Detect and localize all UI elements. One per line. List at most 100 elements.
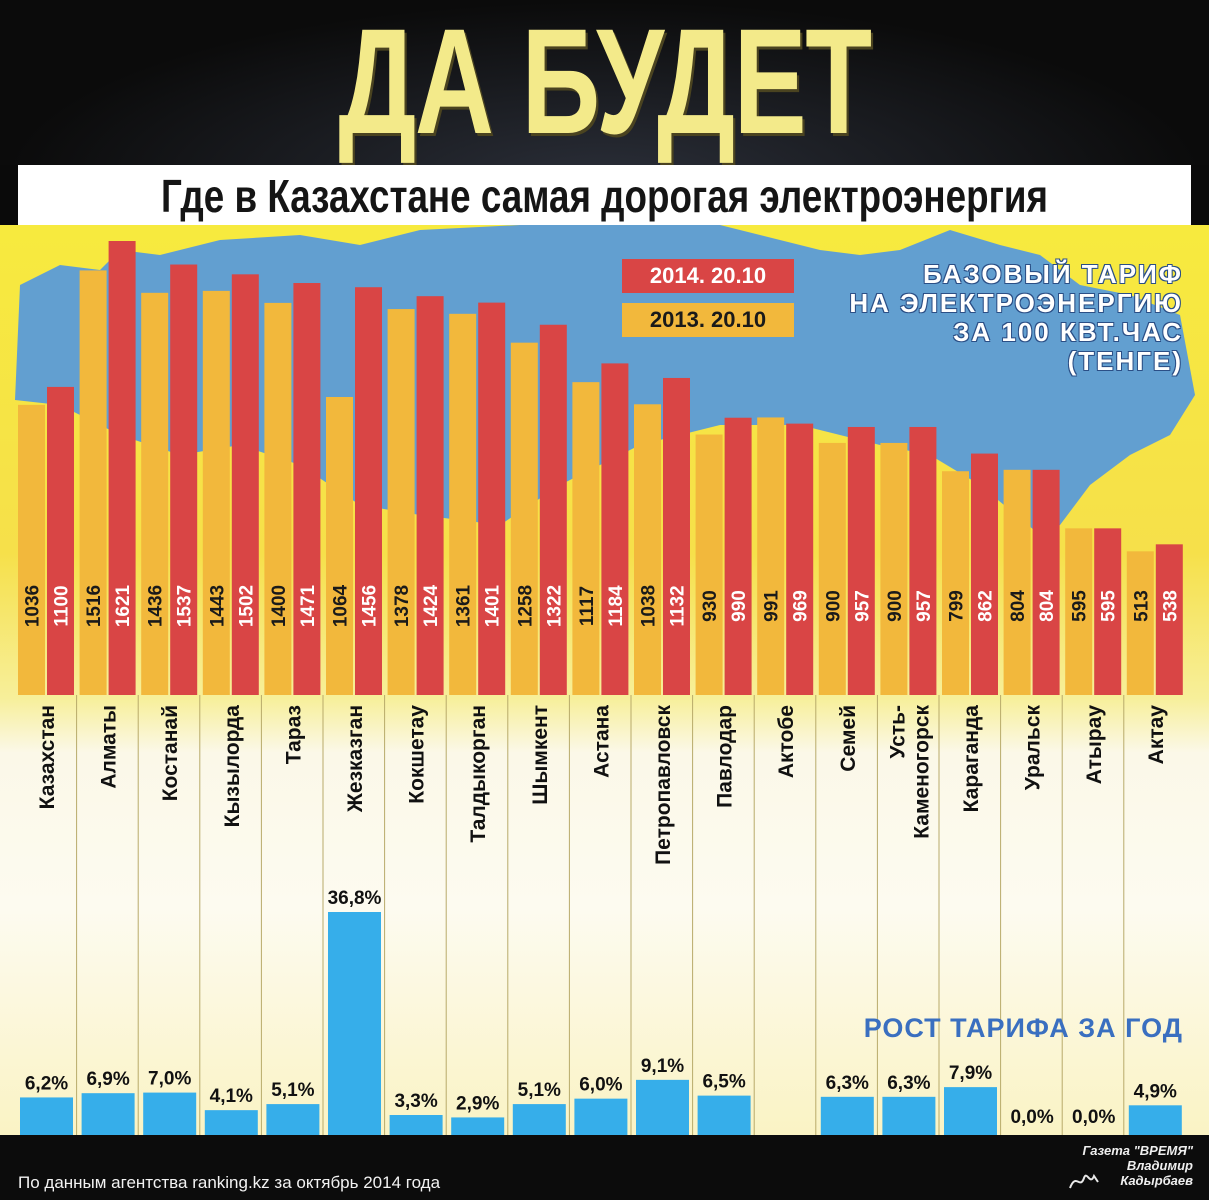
category-label: Казахстан <box>36 705 59 809</box>
value-label-2014: 804 <box>1037 590 1058 622</box>
value-label-2014: 1502 <box>236 585 257 627</box>
bar-2014 <box>971 453 998 695</box>
category-label: Павлодар <box>714 705 737 808</box>
bar-2013 <box>510 342 538 695</box>
growth-value-label: 6,9% <box>86 1069 129 1090</box>
chart-caption: БАЗОВЫЙ ТАРИФ НА ЭЛЕКТРОЭНЕРГИЮ ЗА 100 К… <box>783 260 1183 376</box>
value-label-2013: 1064 <box>331 584 352 627</box>
bar-2014 <box>108 241 136 695</box>
growth-value-label: 5,1% <box>271 1080 314 1101</box>
legend-item-2013: 2013. 20.10 <box>622 303 794 337</box>
growth-value-label: 6,3% <box>887 1073 930 1094</box>
category-label: Шымкент <box>529 705 552 805</box>
bar-2013 <box>695 434 723 695</box>
category-label: Атырау <box>1083 705 1106 785</box>
value-label-2014: 1424 <box>421 584 442 627</box>
growth-value-label: 2,9% <box>456 1093 499 1114</box>
value-label-2013: 1378 <box>392 585 413 627</box>
bar-2013 <box>1065 528 1093 695</box>
category-label: Усть- <box>886 705 909 759</box>
bar-2014 <box>170 264 198 695</box>
bar-2014 <box>293 283 321 695</box>
bar-2014 <box>355 287 382 695</box>
bar-2014 <box>416 296 444 695</box>
value-label-2014: 1621 <box>113 584 134 627</box>
growth-bar <box>944 1087 997 1135</box>
bar-2013 <box>326 397 353 695</box>
bar-2014 <box>231 274 259 695</box>
bar-2013 <box>634 404 661 695</box>
growth-value-label: 9,1% <box>641 1056 684 1077</box>
growth-value-label: 36,8% <box>328 888 382 909</box>
value-label-2013: 1361 <box>454 584 475 627</box>
value-label-2013: 513 <box>1131 590 1152 622</box>
value-label-2013: 900 <box>885 590 906 622</box>
growth-value-label: 7,0% <box>148 1069 191 1090</box>
bar-2013 <box>18 404 45 695</box>
category-label: Уральск <box>1022 705 1045 791</box>
caption-line: (ТЕНГЕ) <box>1067 346 1183 376</box>
value-label-2013: 799 <box>947 590 968 622</box>
bar-2013 <box>202 290 230 695</box>
growth-value-label: 0,0% <box>1072 1107 1115 1128</box>
bar-2013 <box>264 302 292 695</box>
category-label: Актобе <box>775 705 798 778</box>
bar-2014 <box>1155 544 1183 695</box>
value-label-2013: 900 <box>823 590 844 622</box>
value-label-2014: 1401 <box>483 584 504 627</box>
growth-value-label: 7,9% <box>949 1063 992 1084</box>
bar-2013 <box>942 471 969 695</box>
value-label-2013: 1038 <box>639 585 660 627</box>
category-label: Петропавловск <box>652 705 675 865</box>
bar-2013 <box>79 270 107 695</box>
value-label-2014: 1456 <box>360 585 381 627</box>
growth-bar <box>820 1096 874 1135</box>
caption-line: НА ЭЛЕКТРОЭНЕРГИЮ <box>849 288 1183 318</box>
bar-2013 <box>141 292 169 695</box>
value-label-2014: 990 <box>729 590 750 622</box>
category-label: Алматы <box>98 705 121 789</box>
bar-2013 <box>818 442 846 695</box>
growth-value-label: 4,1% <box>210 1086 253 1107</box>
growth-bar <box>697 1095 751 1135</box>
subtitle: Где в Казахстане самая дорогая электроэн… <box>160 170 1049 222</box>
signature-icon <box>1069 1173 1099 1189</box>
growth-bar <box>204 1110 258 1135</box>
bar-2013 <box>449 313 477 695</box>
growth-bar <box>451 1117 505 1135</box>
value-label-2013: 1036 <box>23 585 44 627</box>
growth-bar <box>143 1092 197 1135</box>
caption-line: ЗА 100 КВТ.ЧАС <box>953 317 1183 347</box>
category-label: Костанай <box>159 705 182 801</box>
value-label-2014: 862 <box>976 590 997 622</box>
category-label: Кызылорда <box>221 705 244 828</box>
caption-line: БАЗОВЫЙ ТАРИФ <box>922 259 1183 289</box>
growth-value-label: 0,0% <box>1010 1107 1053 1128</box>
growth-bar <box>1128 1105 1182 1135</box>
value-label-2014: 1132 <box>668 585 689 626</box>
value-label-2014: 595 <box>1099 590 1120 622</box>
value-label-2014: 969 <box>791 590 812 622</box>
growth-chart-title: РОСТ ТАРИФА ЗА ГОД <box>863 1013 1183 1043</box>
value-label-2013: 1117 <box>577 586 598 626</box>
growth-bar <box>636 1079 689 1135</box>
footer-band <box>0 1135 1209 1200</box>
value-label-2013: 804 <box>1008 590 1029 622</box>
category-label: Тараз <box>282 705 305 764</box>
value-label-2014: 1537 <box>175 585 196 627</box>
value-label-2014: 1100 <box>52 585 73 626</box>
value-label-2014: 1184 <box>606 585 627 627</box>
value-label-2013: 1516 <box>84 585 105 627</box>
value-label-2013: 1400 <box>269 585 290 627</box>
category-label: Актау <box>1145 705 1168 765</box>
value-label-2013: 991 <box>762 590 783 622</box>
source-note: По данным агентства ranking.kz за октябр… <box>18 1173 441 1192</box>
credit-line: Газета "ВРЕМЯ" <box>1082 1143 1194 1158</box>
value-label-2013: 1443 <box>207 585 228 627</box>
category-label: Астана <box>590 705 613 778</box>
bar-2013 <box>572 382 600 695</box>
bar-2014 <box>601 363 629 695</box>
subtitle-band: Где в Казахстане самая дорогая электроэн… <box>18 165 1191 225</box>
legend-item-2014: 2014. 20.10 <box>622 259 794 293</box>
bar-2014 <box>786 423 814 695</box>
